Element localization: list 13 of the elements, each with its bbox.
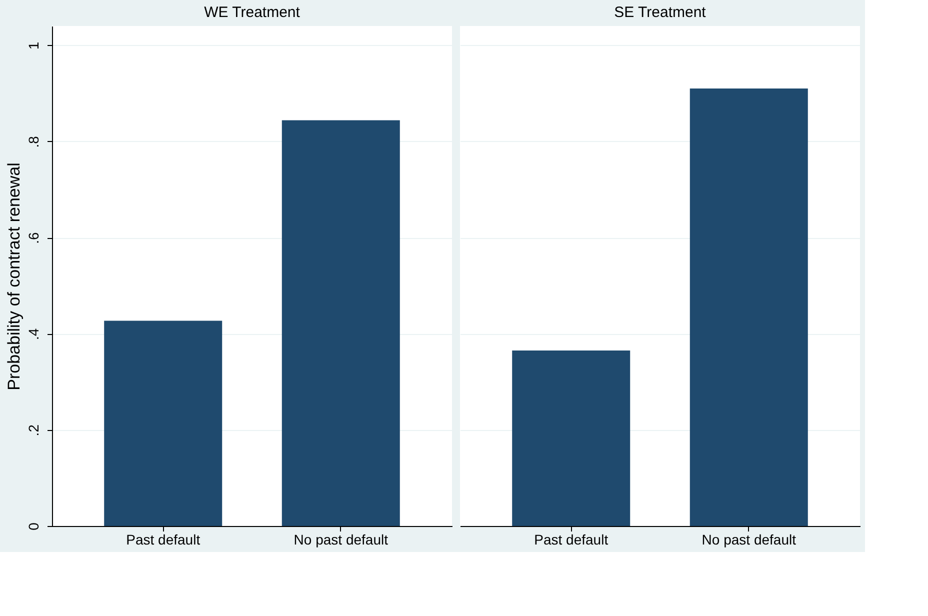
x-tick-label: Past default — [534, 532, 608, 548]
x-tick-label: Past default — [126, 532, 200, 548]
y-tick-label: 0 — [26, 522, 42, 530]
y-tick-label: .2 — [26, 424, 42, 436]
y-tick-label: 1 — [26, 42, 42, 50]
y-tick-label: .6 — [26, 232, 42, 244]
x-tick-label: No past default — [702, 532, 796, 548]
y-tick-label: .8 — [26, 136, 42, 148]
chart-title: WE Treatment — [204, 4, 301, 21]
y-tick-label: .4 — [26, 328, 42, 340]
x-tick-label: No past default — [294, 532, 388, 548]
y-axis-title: Probability of contract renewal — [4, 162, 24, 390]
chart-title: SE Treatment — [614, 4, 707, 21]
